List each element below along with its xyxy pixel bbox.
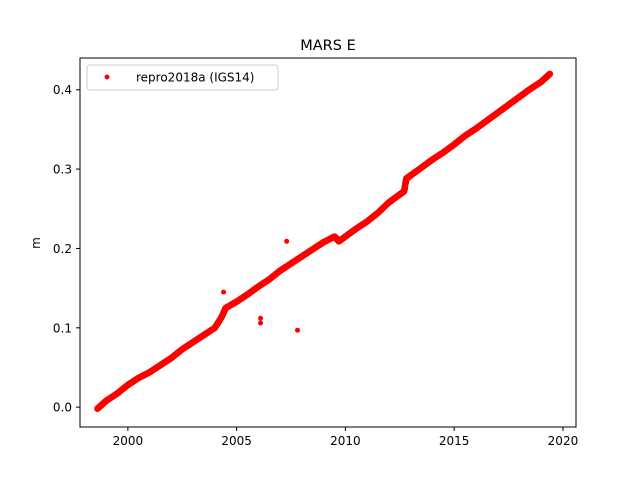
y-axis-label: m [29,237,43,249]
outlier-point [295,327,301,333]
outlier-point [258,320,264,326]
x-tick-label: 2000 [113,434,144,448]
y-tick-label: 0.0 [53,401,72,415]
y-tick-label: 0.1 [53,321,72,335]
x-tick-label: 2005 [221,434,252,448]
data-point [546,70,554,78]
legend: repro2018a (IGS14) [86,64,279,91]
x-axis-ticks: 2000 2005 2010 2015 2020 [113,427,579,448]
x-tick-label: 2015 [439,434,470,448]
outlier-point [284,238,290,244]
x-tick-label: 2010 [330,434,361,448]
chart-title: MARS E [300,38,355,54]
legend-marker [104,74,110,80]
data-points [94,70,554,412]
outlier-point [221,289,227,295]
x-tick-label: 2020 [548,434,579,448]
legend-box [86,64,279,91]
plot-area-frame [79,57,577,428]
y-tick-label: 0.2 [53,242,72,256]
outlier-point [258,315,264,321]
y-axis-ticks: 0.0 0.1 0.2 0.3 0.4 [53,83,80,415]
legend-entry-label: repro2018a (IGS14) [136,71,254,85]
y-tick-label: 0.4 [53,83,72,97]
y-tick-label: 0.3 [53,163,72,177]
